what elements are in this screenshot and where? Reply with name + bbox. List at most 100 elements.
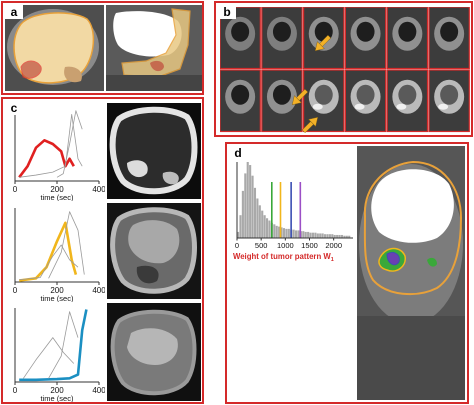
weight-histogram: 0 500 1000 1500 2000 Weight of tumor pattern … <box>233 162 353 263</box>
histogram-bar <box>336 234 339 238</box>
mri-frame <box>261 7 303 70</box>
mri-frame <box>261 69 303 133</box>
histogram-bar <box>266 218 269 238</box>
x-tick-label: 0 <box>13 386 18 395</box>
time-curve-chart-top: 0 200 400 time (sec) <box>5 101 105 201</box>
mri-frame <box>344 7 387 70</box>
mri-frame <box>386 7 429 70</box>
x-tick-label: 500 <box>255 241 268 250</box>
histogram-bar <box>278 226 281 238</box>
x-axis-label: time (sec) <box>41 394 74 402</box>
chart-background <box>5 302 105 402</box>
histogram-bar <box>285 228 288 238</box>
mri-image-a2 <box>106 5 202 91</box>
panel-d-label: d <box>229 146 247 160</box>
histogram-bar <box>282 228 286 238</box>
histogram-bar <box>345 235 348 238</box>
chart-background <box>5 101 105 201</box>
mri-frame <box>344 69 387 133</box>
histogram-bar <box>309 232 312 238</box>
histogram-bar <box>251 175 254 238</box>
mri-series-grid <box>220 7 471 135</box>
histogram-bar <box>273 224 276 238</box>
series-line-0 <box>19 309 88 382</box>
panel-b: b <box>214 1 473 137</box>
histogram-bar <box>311 232 315 238</box>
histogram-bar <box>302 231 305 238</box>
series-line-2 <box>56 110 83 178</box>
mri-frame <box>428 69 470 133</box>
x-tick-label: 200 <box>50 286 64 295</box>
histogram-bar <box>295 230 298 238</box>
histogram-bar <box>348 235 351 238</box>
x-axis-label: time (sec) <box>41 294 74 302</box>
histogram-bar <box>246 162 249 238</box>
histogram-bar <box>331 234 334 238</box>
pattern-map-bottom <box>107 303 201 401</box>
series-line-2 <box>48 211 85 279</box>
x-tick-label: 1000 <box>277 241 294 250</box>
histogram-bar <box>297 230 300 238</box>
histogram-bar <box>343 235 346 238</box>
x-tick-label: 2000 <box>325 241 342 250</box>
histogram-bar <box>321 233 324 238</box>
series-line-2 <box>48 311 79 379</box>
histogram-bar <box>275 225 278 238</box>
histogram-bar <box>244 173 247 238</box>
panel-d: d 0 500 1000 1500 2000 Weight of tumor patter… <box>225 142 469 404</box>
mri-frame <box>220 69 261 133</box>
series-line-1 <box>19 244 79 281</box>
histogram-bar <box>253 187 257 238</box>
x-tick-label: 0 <box>13 185 18 194</box>
histogram-bar <box>338 234 341 238</box>
histogram-bar <box>237 231 240 238</box>
x-tick-label: 0 <box>235 241 239 250</box>
mri-frame <box>220 7 261 70</box>
panel-a: a <box>1 1 204 95</box>
time-curve-chart-middle: 0 200 400 time (sec) <box>5 202 105 302</box>
panel-c-label: c <box>5 101 23 115</box>
pattern-map-middle <box>107 203 201 299</box>
histogram-bar <box>292 229 295 238</box>
x-tick-label: 200 <box>50 386 64 395</box>
series-line-0 <box>18 138 75 179</box>
histogram-bar <box>280 227 283 238</box>
histogram-bar <box>333 234 336 238</box>
pattern-map-top <box>107 103 201 199</box>
mri-frame <box>386 69 429 133</box>
histogram-bar <box>287 228 290 238</box>
series-line-1 <box>23 337 75 379</box>
x-tick-label: 0 <box>13 286 18 295</box>
chart-background <box>5 202 105 302</box>
x-tick-label: 1500 <box>301 241 318 250</box>
histogram-bar <box>249 165 252 238</box>
histogram-bar <box>258 205 261 238</box>
histogram-bar <box>241 190 244 238</box>
histogram-bar <box>263 215 266 238</box>
histogram-bar <box>239 215 242 238</box>
histogram-bar <box>304 231 307 238</box>
histogram-bar <box>324 234 327 238</box>
histogram-bar <box>328 234 331 238</box>
time-curve-chart-bottom: 0 200 400 time (sec) <box>5 302 105 402</box>
mri-image-a1 <box>5 5 104 91</box>
arrow-icon <box>301 116 319 134</box>
histogram-bar <box>326 234 329 238</box>
histogram-bar <box>268 220 271 238</box>
mri-frame <box>428 7 470 70</box>
histogram-bar <box>256 198 259 238</box>
mri-frame <box>302 7 345 70</box>
histogram-bar <box>314 232 317 238</box>
histogram-bar <box>307 231 310 238</box>
histogram-bar <box>340 234 344 238</box>
arrow-icon <box>314 34 332 52</box>
x-tick-label: 400 <box>92 286 105 295</box>
histogram-bar <box>319 233 322 238</box>
arrow-icon <box>291 88 309 106</box>
x-tick-label: 200 <box>50 185 64 194</box>
histogram-bar <box>261 210 264 238</box>
tumor-pattern-overlay-image <box>357 146 465 400</box>
panel-c: c 0 200 400 time (sec) 0 200 400 time (sec) 0 2… <box>1 97 204 404</box>
x-axis-label-subscript: 1 <box>331 257 334 263</box>
x-axis-label: time (sec) <box>41 193 74 201</box>
